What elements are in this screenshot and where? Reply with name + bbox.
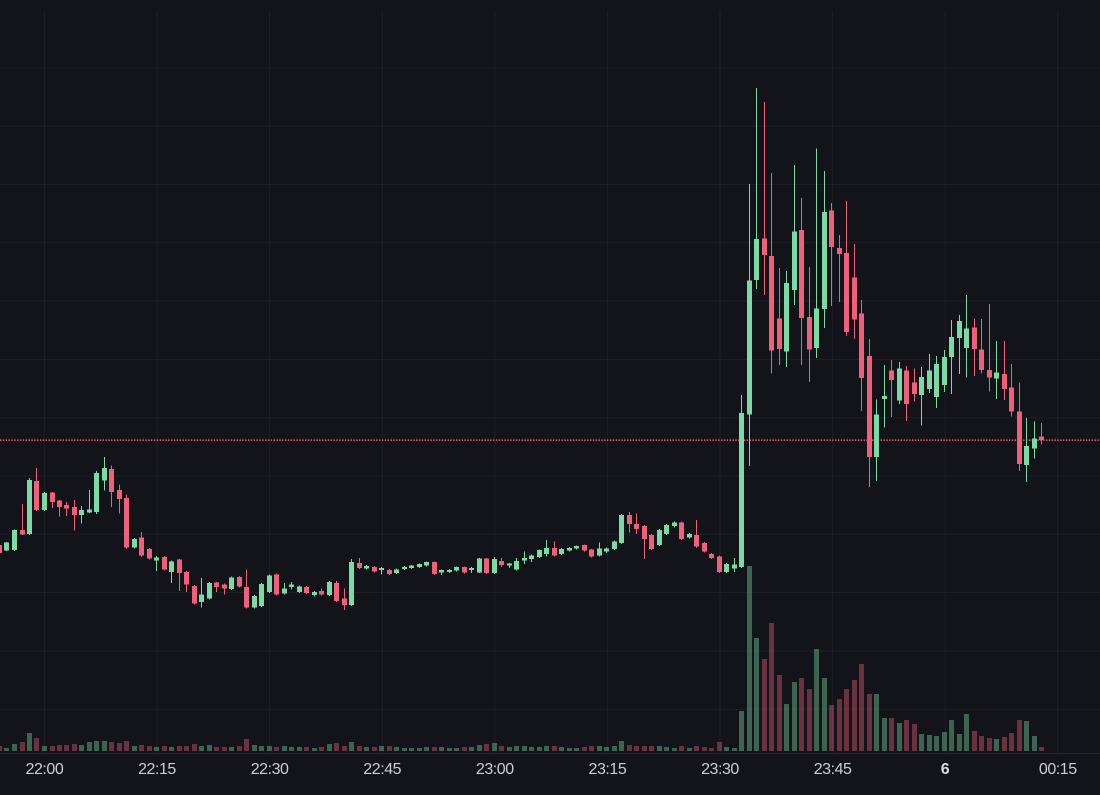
svg-text:6: 6 (941, 761, 950, 778)
svg-text:23:00: 23:00 (476, 761, 514, 778)
svg-text:22:00: 22:00 (26, 761, 64, 778)
svg-text:23:45: 23:45 (814, 761, 852, 778)
svg-text:22:45: 22:45 (363, 761, 401, 778)
svg-text:23:30: 23:30 (701, 761, 739, 778)
svg-text:22:30: 22:30 (251, 761, 289, 778)
svg-text:23:15: 23:15 (589, 761, 627, 778)
svg-text:22:15: 22:15 (138, 761, 176, 778)
svg-text:00:15: 00:15 (1039, 761, 1077, 778)
